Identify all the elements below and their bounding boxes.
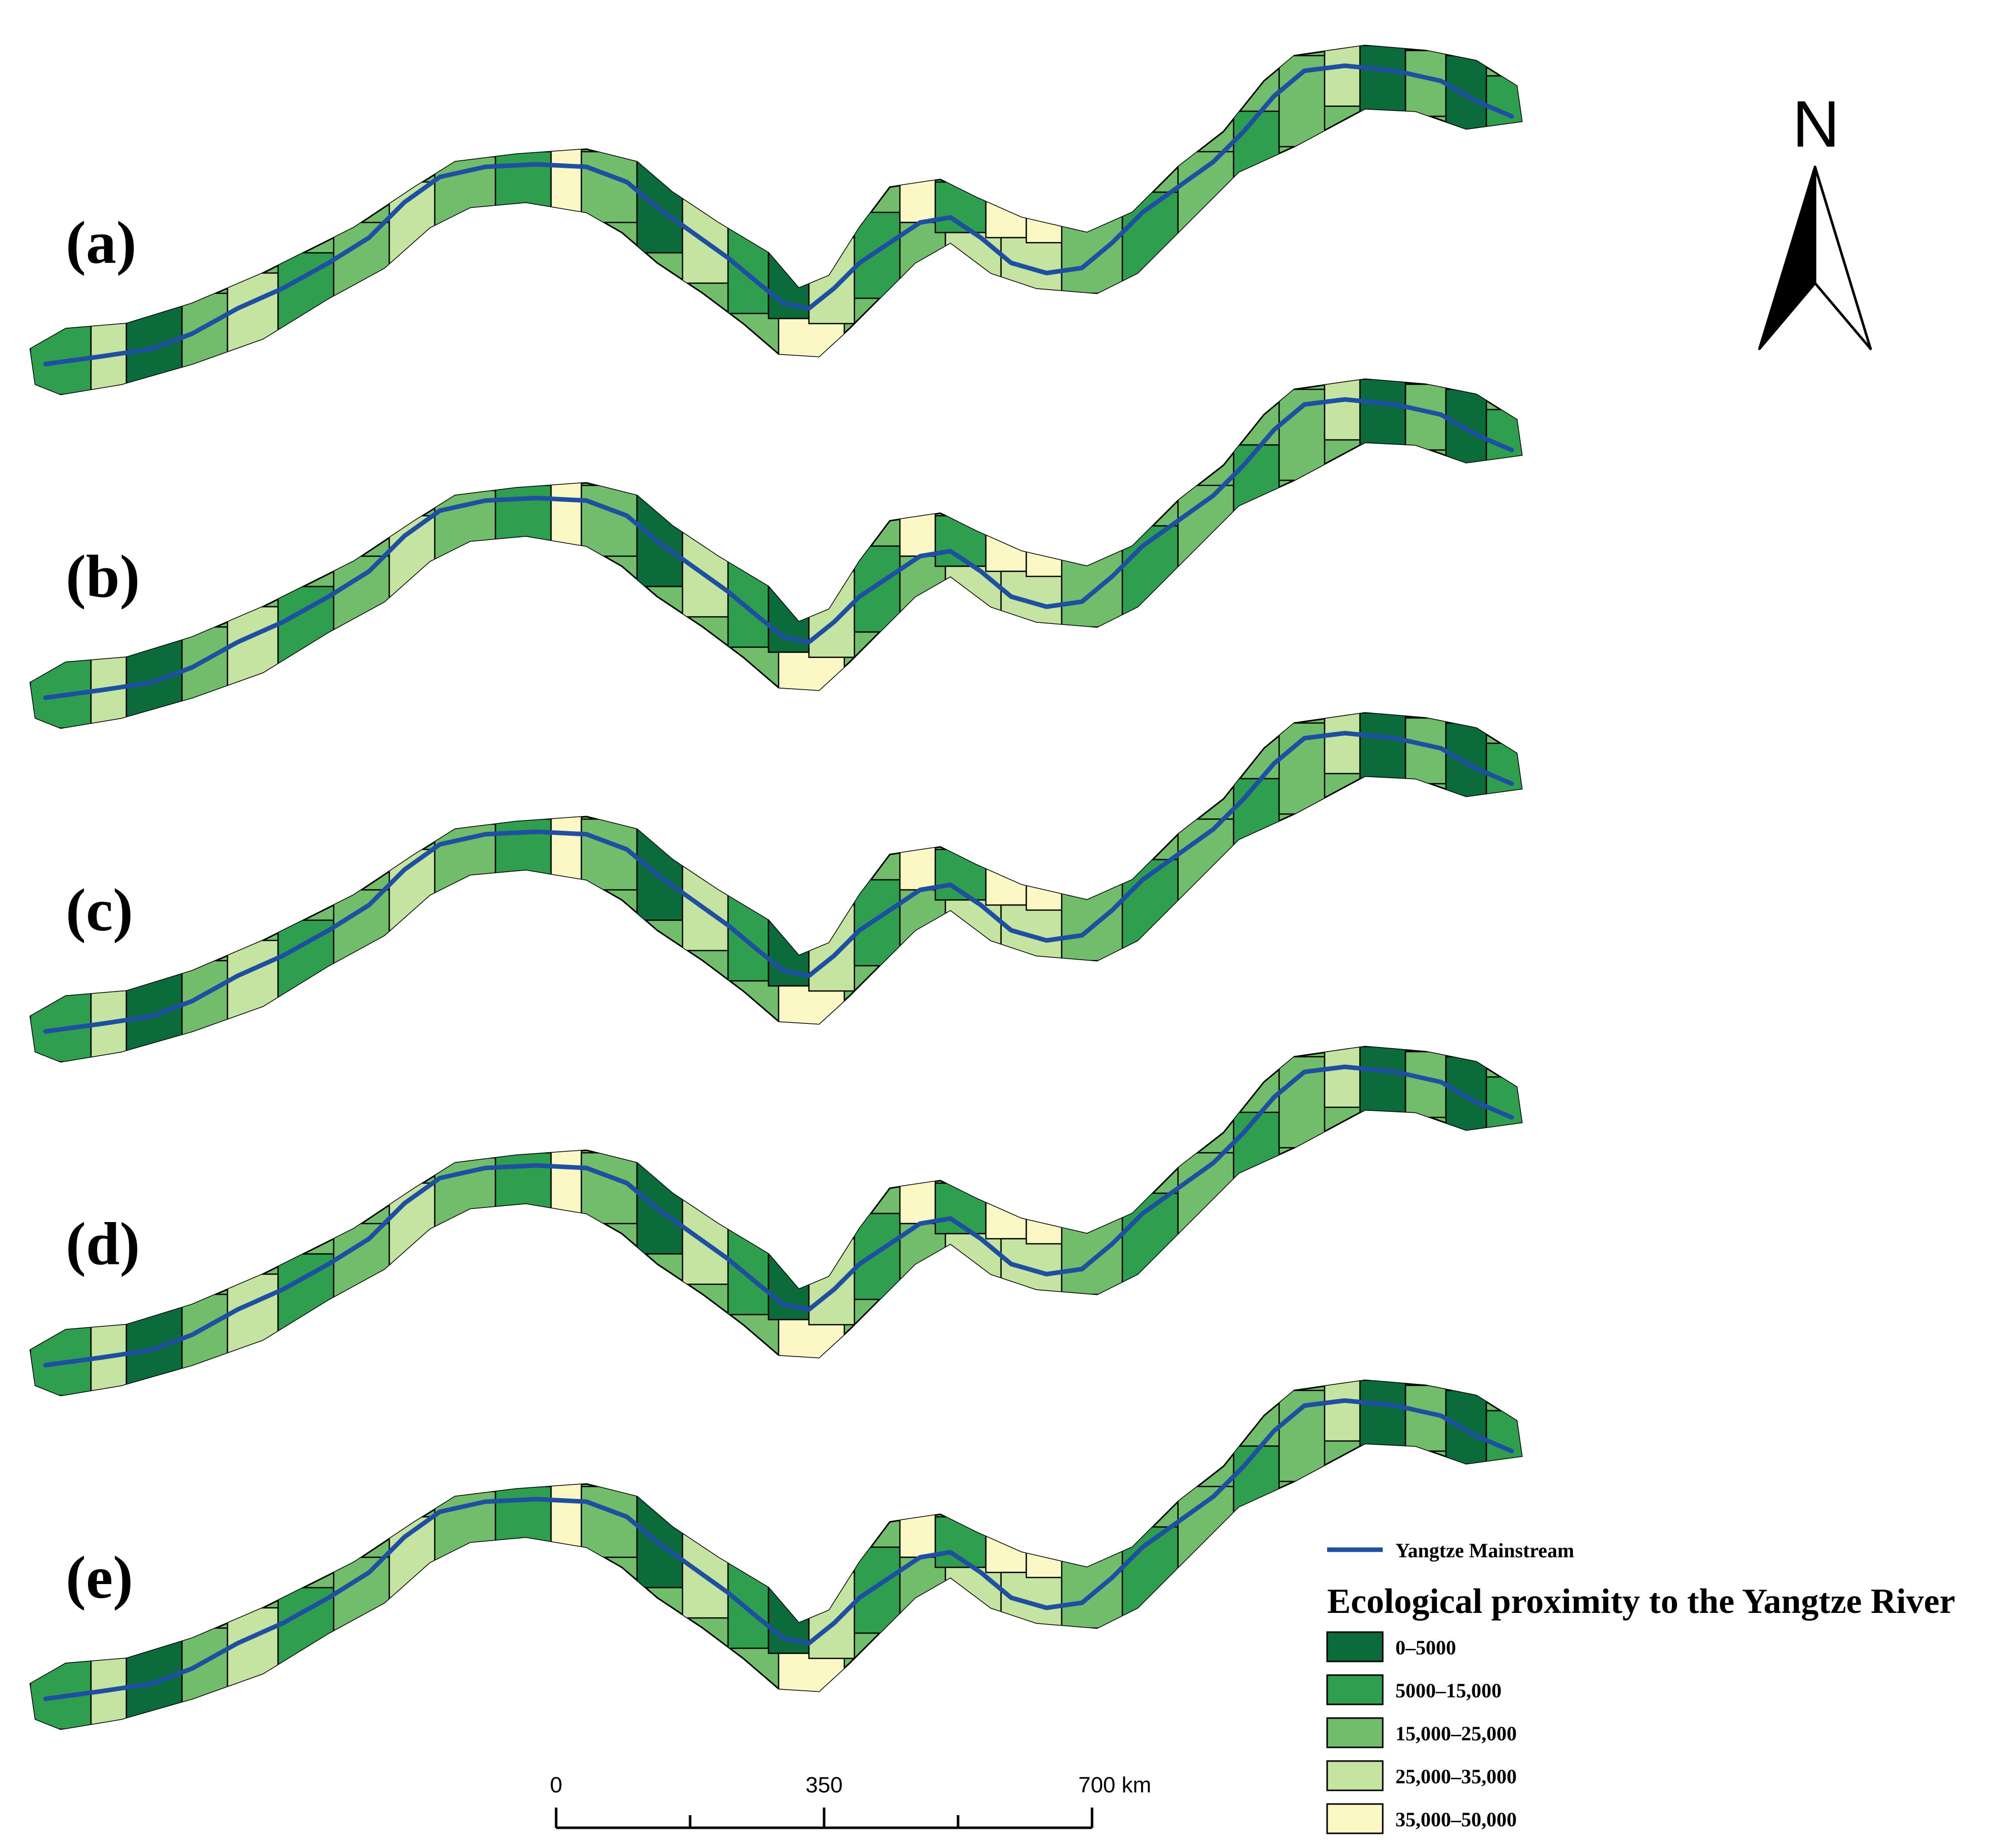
map-panel-e: [30, 1380, 1527, 1729]
panel-label-e: (e): [66, 1544, 133, 1611]
panel-label-c: (c): [66, 876, 133, 943]
panel-label-b: (b): [66, 543, 140, 610]
legend-swatch-2: [1326, 1717, 1384, 1748]
legend-class-2: 15,000–25,000: [1395, 1722, 1517, 1745]
legend-title: Ecological proximity to the Yangtze Rive…: [1327, 1582, 1955, 1621]
legend-swatch-1: [1326, 1674, 1384, 1705]
legend-swatch-0: [1326, 1631, 1384, 1662]
scale-tick-0: 0: [550, 1773, 562, 1797]
legend: Yangtze Mainstream Ecological proximity …: [1326, 1539, 1955, 1834]
north-arrow-icon: N: [1758, 87, 1872, 350]
map-panel-b: [30, 379, 1527, 728]
panel-label-d: (d): [66, 1210, 140, 1277]
legend-swatch-4: [1326, 1803, 1384, 1834]
map-panel-d: [30, 1047, 1527, 1395]
legend-swatch-3: [1326, 1760, 1384, 1791]
legend-class-3: 25,000–35,000: [1395, 1765, 1517, 1788]
map-panel-a: [30, 46, 1527, 394]
map-panel-c: [30, 713, 1527, 1062]
legend-class-0: 0–5000: [1395, 1636, 1456, 1659]
scale-bar: 0 350 700 km: [550, 1773, 1151, 1829]
legend-class-4: 35,000–50,000: [1395, 1808, 1517, 1831]
scale-tick-350: 350: [805, 1773, 842, 1797]
north-letter: N: [1792, 87, 1840, 161]
legend-river-label: Yangtze Mainstream: [1395, 1539, 1574, 1562]
scale-tick-700: 700 km: [1078, 1773, 1151, 1797]
panel-label-a: (a): [66, 209, 137, 276]
legend-class-1: 5000–15,000: [1395, 1679, 1502, 1702]
